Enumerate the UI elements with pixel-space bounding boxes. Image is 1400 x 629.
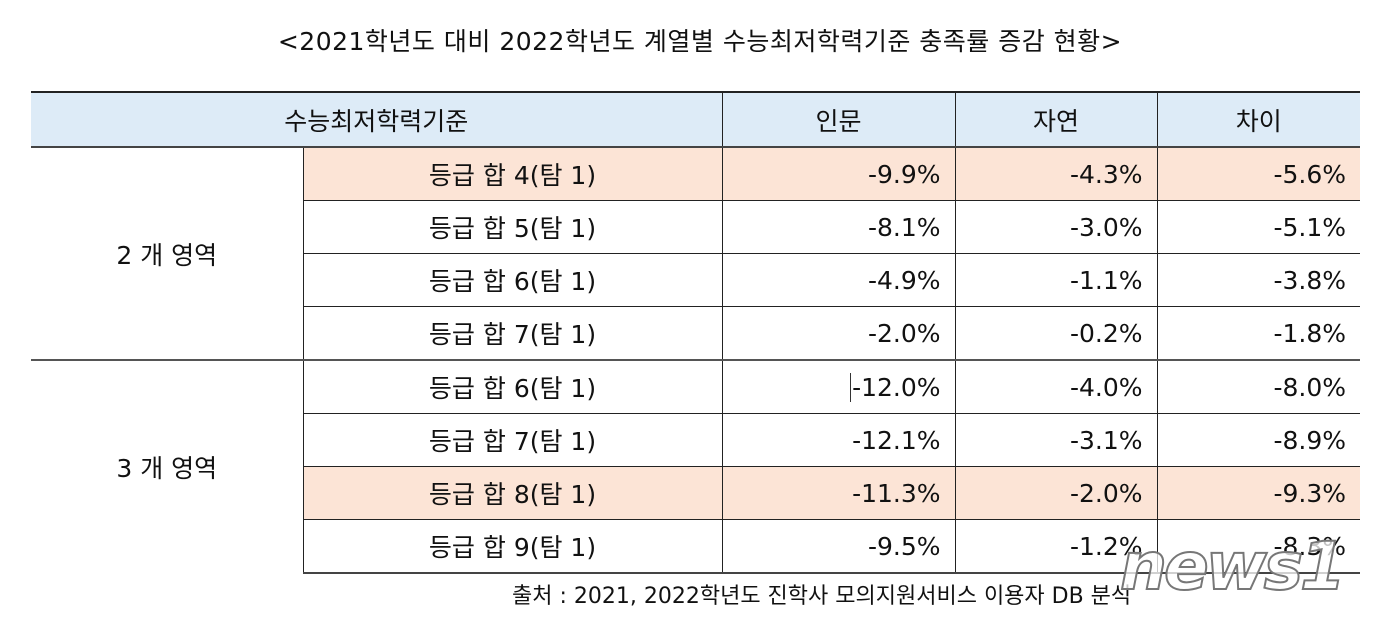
natural-cell: -0.2%	[954, 306, 1158, 360]
difference-cell: -8.3%	[1156, 519, 1361, 574]
criterion-cell: 등급 합 5(탐 1)	[302, 200, 723, 254]
criterion-cell: 등급 합 8(탐 1)	[302, 466, 723, 520]
difference-cell: -1.8%	[1156, 306, 1361, 360]
table-row: 2 개 영역 등급 합 4(탐 1) -9.9% -4.3% -5.6%	[31, 146, 1361, 360]
criterion-cell: 등급 합 6(탐 1)	[302, 359, 723, 414]
criterion-cell: 등급 합 4(탐 1)	[302, 146, 723, 201]
criterion-cell: 등급 합 7(탐 1)	[302, 413, 723, 467]
natural-cell: -1.1%	[954, 253, 1158, 307]
table-row: 등급 합 9(탐 1) -9.5% -1.2% -8.3%	[31, 519, 1361, 574]
humanities-cell: -12.1%	[721, 413, 956, 467]
header-row: 수능최저학력기준 인문 자연 차이	[31, 91, 1361, 148]
table-row: 등급 합 6(탐 1) -4.9% -1.1% -3.8%	[31, 253, 1361, 307]
natural-cell: -4.3%	[954, 146, 1158, 201]
header-criteria: 수능최저학력기준	[31, 91, 723, 148]
difference-cell: -8.9%	[1156, 413, 1361, 467]
humanities-cell: -8.1%	[721, 200, 956, 254]
difference-cell: -3.8%	[1156, 253, 1361, 307]
criterion-cell: 등급 합 7(탐 1)	[302, 306, 723, 360]
header-natural: 자연	[954, 91, 1158, 148]
natural-cell: -2.0%	[954, 466, 1158, 520]
humanities-cell: -11.3%	[721, 466, 956, 520]
table-row: 등급 합 7(탐 1) -12.1% -3.1% -8.9%	[31, 413, 1361, 467]
difference-cell: -5.6%	[1156, 146, 1361, 201]
humanities-cell: -2.0%	[721, 306, 956, 360]
news1-watermark-logo: news1	[1119, 527, 1347, 606]
difference-cell: -8.0%	[1156, 359, 1361, 414]
table-row: 등급 합 8(탐 1) -11.3% -2.0% -9.3%	[31, 466, 1361, 520]
table-title: <2021학년도 대비 2022학년도 계열별 수능최저학력기준 충족률 증감 …	[277, 27, 1123, 56]
difference-cell: -9.3%	[1156, 466, 1361, 520]
group-label: 3 개 영역	[31, 359, 303, 573]
natural-cell: -4.0%	[954, 359, 1158, 414]
natural-cell: -3.1%	[954, 413, 1158, 467]
table-row: 등급 합 7(탐 1) -2.0% -0.2% -1.8%	[31, 306, 1361, 360]
csat-minimum-criteria-table: 수능최저학력기준 인문 자연 차이 2 개 영역 등급 합 4(탐 1) -9.…	[31, 91, 1361, 574]
natural-cell: -3.0%	[954, 200, 1158, 254]
humanities-cell: -12.0%	[721, 359, 956, 414]
table-row: 등급 합 5(탐 1) -8.1% -3.0% -5.1%	[31, 200, 1361, 254]
humanities-cell: -9.9%	[721, 146, 956, 201]
difference-cell: -5.1%	[1156, 200, 1361, 254]
natural-cell: -1.2%	[954, 519, 1158, 574]
humanities-cell: -4.9%	[721, 253, 956, 307]
criterion-cell: 등급 합 9(탐 1)	[302, 519, 723, 574]
criterion-cell: 등급 합 6(탐 1)	[302, 253, 723, 307]
group-label: 2 개 영역	[31, 146, 303, 360]
humanities-cell: -9.5%	[721, 519, 956, 574]
table-row: 3 개 영역 등급 합 6(탐 1) -12.0% -4.0% -8.0%	[31, 359, 1361, 573]
header-difference: 차이	[1156, 91, 1361, 148]
source-note: 출처 : 2021, 2022학년도 진학사 모의지원서비스 이용자 DB 분석	[512, 584, 1132, 609]
text-cursor-value: -12.0%	[850, 372, 941, 402]
header-humanities: 인문	[721, 91, 956, 148]
